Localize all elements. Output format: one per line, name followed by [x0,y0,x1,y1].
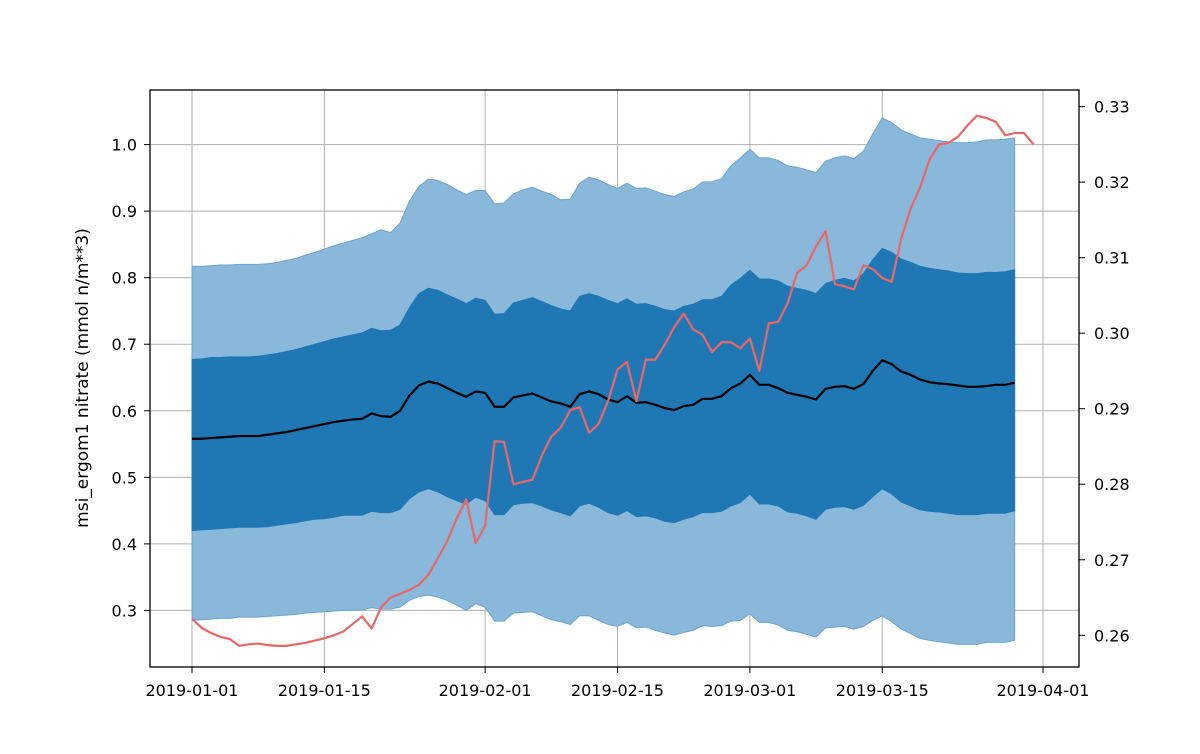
y-right-tick-label-4: 0.30 [1094,324,1130,343]
x-tick-label-2: 2019-02-01 [439,681,532,700]
y-right-tick-label-1: 0.27 [1094,551,1130,570]
y-left-tick-label-2: 0.5 [112,468,137,487]
x-tick-label-3: 2019-02-15 [571,681,664,700]
x-tick-label-6: 2019-04-01 [997,681,1090,700]
y-left-tick-label-4: 0.7 [112,335,137,354]
x-tick-label-1: 2019-01-15 [278,681,371,700]
x-tick-label-5: 2019-03-15 [836,681,929,700]
y-axis-label: msi_ergom1 nitrate (mmol n/m**3) [73,228,93,528]
y-left-tick-label-6: 0.9 [112,202,137,221]
y-right-tick-label-0: 0.26 [1094,626,1130,645]
y-left-tick-label-7: 1.0 [112,136,137,155]
x-tick-label-0: 2019-01-01 [146,681,239,700]
axes-layer: 2019-01-01 2019-01-15 2019-02-01 2019-02-15… [112,89,1130,700]
y-left-tick-label-5: 0.8 [112,269,137,288]
y-right-tick-label-2: 0.28 [1094,475,1130,494]
y-right-tick-label-5: 0.31 [1094,249,1130,268]
series-layer [191,114,1035,647]
y-right-tick-label-7: 0.33 [1094,98,1130,117]
secondary-line [191,114,1035,647]
inner_band-area [191,247,1016,532]
y-right-tick-label-6: 0.32 [1094,173,1130,192]
median-line [192,359,1015,440]
y-left-tick-label-3: 0.6 [112,402,137,421]
x-tick-label-4: 2019-03-01 [703,681,796,700]
plot-frame [149,89,1080,668]
y-right-tick-label-3: 0.29 [1094,400,1130,419]
y-left-tick-label-0: 0.3 [112,601,137,620]
y-left-tick-label-1: 0.4 [112,535,137,554]
